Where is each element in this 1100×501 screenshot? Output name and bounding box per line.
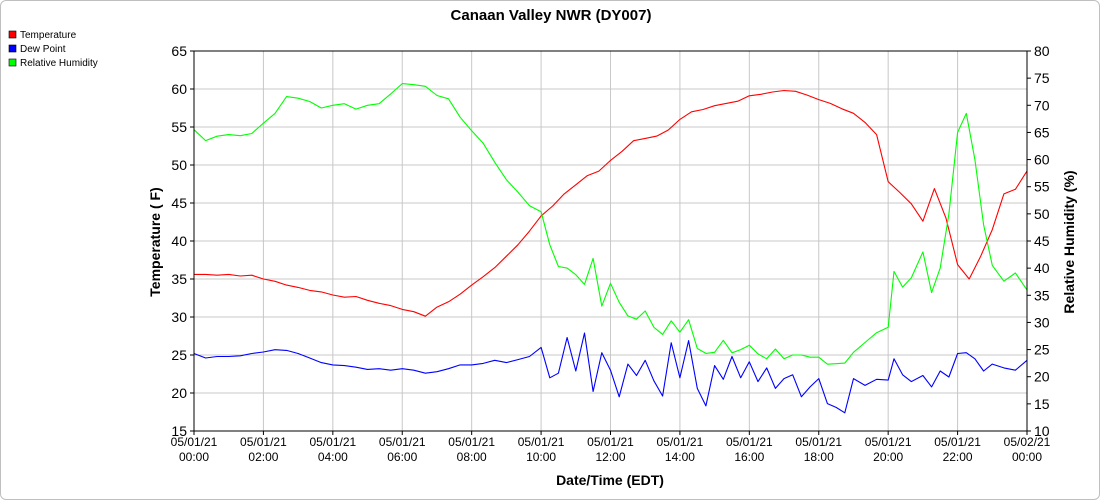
chart-title: Canaan Valley NWR (DY007): [451, 7, 652, 24]
x-tick-time: 02:00: [248, 450, 278, 464]
x-tick-time: 20:00: [873, 450, 903, 464]
y-tick-label: 50: [171, 157, 187, 173]
y-axis-title: Temperature ( F): [147, 187, 163, 296]
y2-tick-label: 80: [1034, 43, 1050, 59]
x-tick-time: 18:00: [804, 450, 834, 464]
right-axis-ticks: 10 15 20 25 30 35 40 45 50 55 60 65 70 75 80: [1027, 43, 1050, 439]
x-tick-date: 05/01/21: [518, 435, 565, 449]
y2-axis-title: Relative Humidity (%): [1061, 170, 1077, 313]
legend-swatch-dew-point: [8, 44, 17, 53]
y-tick-label: 20: [171, 385, 187, 401]
y2-tick-label: 65: [1034, 124, 1050, 140]
x-tick-date: 05/01/21: [240, 435, 287, 449]
y2-tick-label: 15: [1034, 396, 1050, 412]
legend-item-temperature[interactable]: Temperature: [8, 30, 77, 41]
dew-point-line: [193, 332, 1028, 414]
y-tick-label: 30: [171, 309, 187, 325]
x-tick-time: 12:00: [595, 450, 625, 464]
y-tick-label: 60: [171, 81, 187, 97]
x-tick-date: 05/01/21: [379, 435, 426, 449]
y2-tick-label: 75: [1034, 70, 1050, 86]
x-axis-ticks: 05/01/2100:0005/01/2102:0005/01/2104:000…: [171, 431, 1051, 464]
legend-swatch-temperature: [8, 30, 17, 39]
x-tick-time: 16:00: [734, 450, 764, 464]
x-tick-date: 05/02/21: [1004, 435, 1051, 449]
x-tick-time: 10:00: [526, 450, 556, 464]
legend-label-dew-point: Dew Point: [20, 44, 66, 55]
legend-item-relative-humidity[interactable]: Relative Humidity: [8, 58, 98, 69]
y-tick-label: 55: [171, 119, 187, 135]
x-tick-time: 00:00: [1012, 450, 1042, 464]
x-tick-date: 05/01/21: [171, 435, 218, 449]
x-tick-time: 08:00: [457, 450, 487, 464]
y2-tick-label: 45: [1034, 233, 1050, 249]
y-tick-label: 45: [171, 195, 187, 211]
legend: Temperature Dew Point Relative Humidity: [8, 30, 98, 69]
x-tick-date: 05/01/21: [309, 435, 356, 449]
x-tick-time: 22:00: [943, 450, 973, 464]
relative-humidity-line: [193, 83, 1028, 365]
x-tick-date: 05/01/21: [448, 435, 495, 449]
plot-area: [193, 50, 1028, 432]
y2-tick-label: 35: [1034, 287, 1050, 303]
legend-label-temperature: Temperature: [20, 30, 77, 41]
x-tick-date: 05/01/21: [795, 435, 842, 449]
x-tick-date: 05/01/21: [657, 435, 704, 449]
y2-tick-label: 50: [1034, 206, 1050, 222]
x-tick-date: 05/01/21: [726, 435, 773, 449]
y2-tick-label: 30: [1034, 314, 1050, 330]
y2-tick-label: 55: [1034, 179, 1050, 195]
legend-item-dew-point[interactable]: Dew Point: [8, 44, 66, 55]
grid: [194, 51, 1027, 431]
y2-tick-label: 60: [1034, 152, 1050, 168]
x-tick-time: 14:00: [665, 450, 695, 464]
y-tick-label: 35: [171, 271, 187, 287]
y2-tick-label: 20: [1034, 369, 1050, 385]
y-tick-label: 40: [171, 233, 187, 249]
y2-tick-label: 70: [1034, 97, 1050, 113]
x-tick-time: 04:00: [318, 450, 348, 464]
left-axis-ticks: 15 20 25 30 35 40 45 50 55 60 65: [171, 43, 194, 439]
y-tick-label: 25: [171, 347, 187, 363]
legend-swatch-relative-humidity: [8, 58, 17, 67]
y2-tick-label: 25: [1034, 342, 1050, 358]
x-tick-time: 00:00: [179, 450, 209, 464]
x-tick-date: 05/01/21: [587, 435, 634, 449]
x-axis-title: Date/Time (EDT): [556, 472, 664, 488]
y-tick-label: 15: [171, 423, 187, 439]
x-tick-date: 05/01/21: [934, 435, 981, 449]
y2-tick-label: 10: [1034, 423, 1050, 439]
x-tick-date: 05/01/21: [865, 435, 912, 449]
x-tick-time: 06:00: [387, 450, 417, 464]
y2-tick-label: 40: [1034, 260, 1050, 276]
temperature-line: [194, 89, 1028, 317]
y-tick-label: 65: [171, 43, 187, 59]
plot-series: [193, 83, 1028, 414]
legend-label-relative-humidity: Relative Humidity: [20, 58, 98, 69]
